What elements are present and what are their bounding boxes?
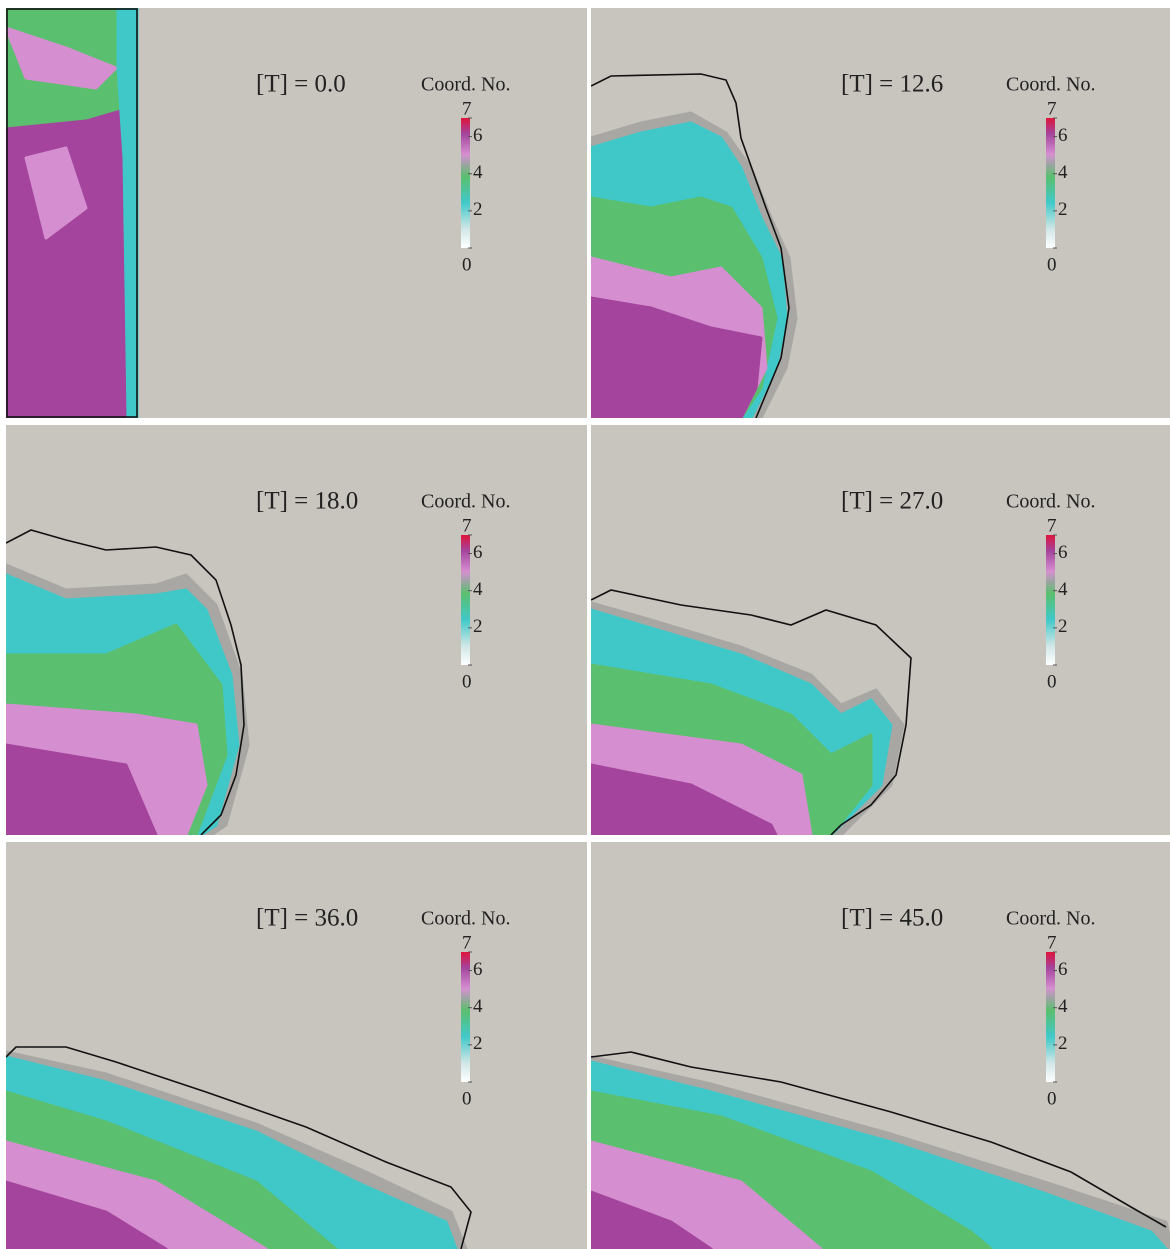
particle-region (116, 8, 139, 418)
colorbar-tick-label: 4 (1058, 162, 1068, 183)
colorbar-tick-label: 2 (473, 1033, 483, 1054)
colorbar-tick-label: 6 (473, 125, 483, 146)
panel-content (6, 425, 587, 835)
colorbar-tick-label: 7 (462, 515, 472, 536)
boundary-outline (6, 8, 138, 418)
boundary-outline (6, 529, 245, 835)
colorbar-tick-label: 6 (1058, 542, 1068, 563)
time-label: [T] = 18.0 (256, 488, 358, 515)
boundary-outline (591, 589, 912, 835)
colorbar (461, 952, 470, 1082)
particle-region (591, 296, 763, 418)
colorbar-tick-label: 6 (1058, 959, 1068, 980)
colorbar (461, 535, 470, 665)
colorbar-tick-label: 2 (473, 616, 483, 637)
panel: [T] = 27.0 Coord. No. 0 2 4 67 (591, 425, 1170, 835)
colorbar (1046, 535, 1055, 665)
colorbar-tick-label: 4 (1058, 579, 1068, 600)
colorbar-title: Coord. No. (421, 908, 510, 930)
time-label: [T] = 27.0 (841, 488, 943, 515)
colorbar-tick-label: 7 (462, 932, 472, 953)
colorbar-title: Coord. No. (1006, 74, 1095, 96)
panel: [T] = 45.0 Coord. No. 0 2 4 67 (591, 842, 1170, 1249)
colorbar-tick-label: 0 (1047, 671, 1057, 692)
boundary-outline (591, 1051, 1167, 1228)
colorbar-tick-label: 0 (462, 671, 472, 692)
panel-content (591, 842, 1170, 1249)
colorbar-tick-label: 7 (1047, 515, 1057, 536)
time-label: [T] = 0.0 (256, 71, 346, 98)
colorbar-tick-label: 2 (1058, 199, 1068, 220)
colorbar-tick-label: 0 (462, 1088, 472, 1109)
colorbar-tick-label: 6 (473, 959, 483, 980)
time-label: [T] = 12.6 (841, 71, 943, 98)
colorbar-title: Coord. No. (421, 74, 510, 96)
particle-region (6, 26, 118, 90)
panel-content (591, 8, 1170, 418)
panel: [T] = 18.0 Coord. No. 0 2 4 67 (6, 425, 587, 835)
particle-region (6, 1180, 168, 1249)
colorbar-tick-label: 0 (1047, 1088, 1057, 1109)
panel: [T] = 36.0 Coord. No. 0 2 4 67 (6, 842, 587, 1249)
time-label: [T] = 45.0 (841, 905, 943, 932)
boundary-outline (591, 73, 790, 418)
colorbar-tick-label: 2 (1058, 616, 1068, 637)
colorbar-tick-label: 7 (1047, 98, 1057, 119)
colorbar-tick-label: 2 (1058, 1033, 1068, 1054)
colorbar-title: Coord. No. (421, 491, 510, 513)
particle-region (24, 146, 88, 240)
time-label: [T] = 36.0 (256, 905, 358, 932)
panel-content (6, 8, 587, 418)
colorbar-tick-label: 2 (473, 199, 483, 220)
panel: [T] = 0.0 Coord. No. 0 2 4 67 (6, 8, 587, 418)
colorbar-tick-label: 6 (473, 542, 483, 563)
panel-content (591, 425, 1170, 835)
colorbar-tick-label: 4 (1058, 996, 1068, 1017)
colorbar-tick-label: 0 (462, 254, 472, 275)
colorbar (1046, 118, 1055, 248)
panel: [T] = 12.6 Coord. No. 0 2 4 67 (591, 8, 1170, 418)
colorbar-tick-label: 6 (1058, 125, 1068, 146)
colorbar-title: Coord. No. (1006, 491, 1095, 513)
particle-region (591, 1190, 713, 1249)
colorbar-tick-label: 7 (1047, 932, 1057, 953)
colorbar-tick-label: 4 (473, 579, 483, 600)
particle-region (6, 743, 158, 835)
boundary-outline (6, 1046, 472, 1249)
colorbar-tick-label: 0 (1047, 254, 1057, 275)
colorbar (461, 118, 470, 248)
colorbar (1046, 952, 1055, 1082)
colorbar-tick-label: 4 (473, 996, 483, 1017)
colorbar-tick-label: 4 (473, 162, 483, 183)
particle-region (591, 763, 778, 835)
colorbar-title: Coord. No. (1006, 908, 1095, 930)
panel-content (6, 842, 587, 1249)
colorbar-tick-label: 7 (462, 98, 472, 119)
